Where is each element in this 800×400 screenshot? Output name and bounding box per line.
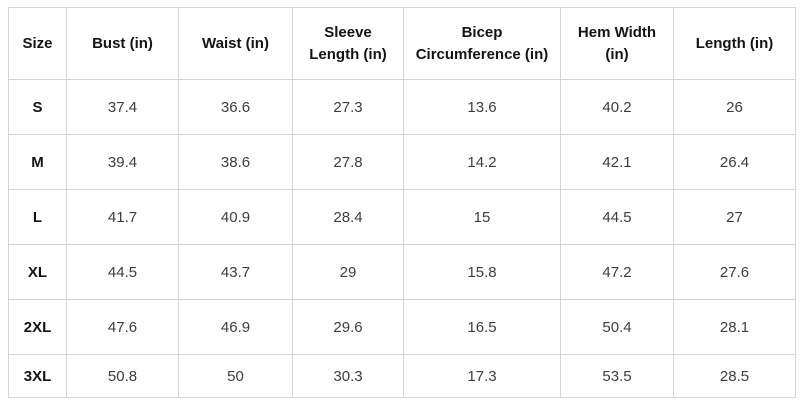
data-cell: 47.6 (66, 299, 179, 355)
header-cell-hem-width: Hem Width (in) (560, 7, 674, 80)
table-header: Size Bust (in) Waist (in) Sleeve Length … (8, 7, 796, 80)
data-cell: 28.5 (673, 354, 796, 398)
data-cell: 47.2 (560, 244, 674, 300)
data-cell: 27 (673, 189, 796, 245)
header-cell-size: Size (8, 7, 67, 80)
data-cell: 39.4 (66, 134, 179, 190)
header-label: Sleeve (324, 23, 372, 41)
data-cell: 44.5 (560, 189, 674, 245)
header-label: Length (in) (695, 34, 774, 52)
header-label-line2: Circumference (in) (415, 45, 549, 63)
table-row-m: M 39.4 38.6 27.8 14.2 42.1 26.4 (8, 134, 796, 190)
size-cell: S (8, 79, 67, 135)
data-cell: 28.4 (292, 189, 404, 245)
header-label-line2: (in) (605, 45, 629, 63)
data-cell: 50.4 (560, 299, 674, 355)
data-cell: 50.8 (66, 354, 179, 398)
data-cell: 40.9 (178, 189, 293, 245)
data-cell: 26 (673, 79, 796, 135)
header-label: Bicep (461, 23, 503, 41)
size-chart-table: Size Bust (in) Waist (in) Sleeve Length … (8, 7, 796, 398)
table-row-2xl: 2XL 47.6 46.9 29.6 16.5 50.4 28.1 (8, 299, 796, 355)
data-cell: 44.5 (66, 244, 179, 300)
data-cell: 15.8 (403, 244, 561, 300)
data-cell: 29 (292, 244, 404, 300)
data-cell: 26.4 (673, 134, 796, 190)
size-cell: XL (8, 244, 67, 300)
header-label-line2: Length (in) (309, 45, 387, 63)
header-row: Size Bust (in) Waist (in) Sleeve Length … (8, 7, 796, 80)
header-label: Size (22, 34, 53, 52)
data-cell: 13.6 (403, 79, 561, 135)
data-cell: 14.2 (403, 134, 561, 190)
header-cell-length: Length (in) (673, 7, 796, 80)
header-label: Waist (in) (202, 34, 269, 52)
header-cell-waist: Waist (in) (178, 7, 293, 80)
size-chart-container: Size Bust (in) Waist (in) Sleeve Length … (8, 7, 796, 398)
size-cell: M (8, 134, 67, 190)
data-cell: 37.4 (66, 79, 179, 135)
data-cell: 53.5 (560, 354, 674, 398)
data-cell: 46.9 (178, 299, 293, 355)
table-row-xl: XL 44.5 43.7 29 15.8 47.2 27.6 (8, 244, 796, 300)
table-row-3xl: 3XL 50.8 50 30.3 17.3 53.5 28.5 (8, 354, 796, 398)
data-cell: 38.6 (178, 134, 293, 190)
data-cell: 40.2 (560, 79, 674, 135)
header-label: Hem Width (577, 23, 657, 41)
data-cell: 16.5 (403, 299, 561, 355)
header-cell-bust: Bust (in) (66, 7, 179, 80)
data-cell: 42.1 (560, 134, 674, 190)
data-cell: 27.3 (292, 79, 404, 135)
data-cell: 36.6 (178, 79, 293, 135)
data-cell: 15 (403, 189, 561, 245)
size-cell: 3XL (8, 354, 67, 398)
table-row-l: L 41.7 40.9 28.4 15 44.5 27 (8, 189, 796, 245)
header-cell-sleeve-length: Sleeve Length (in) (292, 7, 404, 80)
data-cell: 29.6 (292, 299, 404, 355)
data-cell: 41.7 (66, 189, 179, 245)
size-cell: 2XL (8, 299, 67, 355)
header-cell-bicep-circumference: Bicep Circumference (in) (403, 7, 561, 80)
data-cell: 27.8 (292, 134, 404, 190)
data-cell: 30.3 (292, 354, 404, 398)
data-cell: 43.7 (178, 244, 293, 300)
header-label: Bust (in) (92, 34, 153, 52)
data-cell: 28.1 (673, 299, 796, 355)
data-cell: 27.6 (673, 244, 796, 300)
data-cell: 17.3 (403, 354, 561, 398)
table-body: S 37.4 36.6 27.3 13.6 40.2 26 M 39.4 38.… (8, 79, 796, 398)
data-cell: 50 (178, 354, 293, 398)
size-cell: L (8, 189, 67, 245)
table-row-s: S 37.4 36.6 27.3 13.6 40.2 26 (8, 79, 796, 135)
